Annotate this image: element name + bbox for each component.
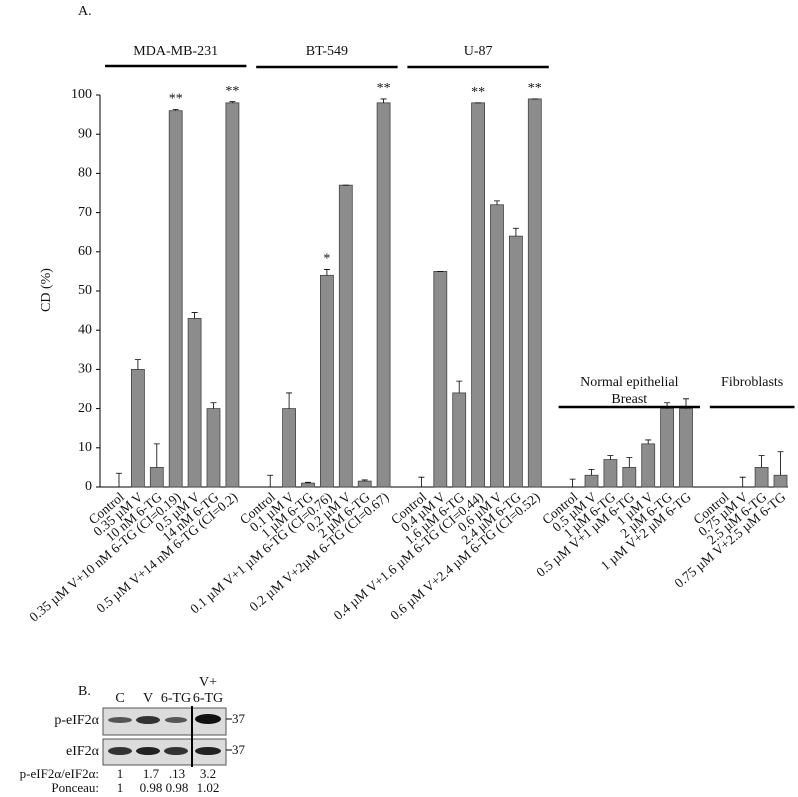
bar	[168, 110, 183, 488]
bar	[508, 235, 523, 488]
bar	[527, 98, 542, 488]
y-tick-label: 80	[78, 166, 92, 181]
group-label: BT-549	[306, 44, 348, 59]
panel-label: A.	[78, 4, 92, 19]
quant-value: 1	[117, 766, 124, 781]
bar	[319, 274, 334, 488]
bar	[206, 408, 221, 488]
y-tick-label: 60	[78, 244, 92, 259]
row-label: eIF2α	[66, 744, 100, 759]
error-bar	[758, 455, 765, 468]
bar	[773, 474, 788, 488]
error-bar	[512, 227, 519, 237]
bar	[622, 466, 637, 488]
significance-label: *	[323, 252, 330, 267]
bar	[660, 408, 674, 488]
group-label: Normal epithelial	[580, 375, 678, 390]
y-tick-label: 0	[85, 479, 92, 494]
significance-label: **	[377, 81, 391, 96]
blot-image	[102, 706, 227, 767]
bar	[584, 474, 599, 488]
quant-value: 3.2	[200, 766, 216, 781]
quant-label: p-eIF2α/eIF2α:	[20, 766, 99, 781]
column-label: 6-TG	[161, 691, 191, 706]
y-tick-label: 100	[71, 87, 92, 102]
significance-label: **	[169, 92, 183, 107]
error-bar	[134, 359, 141, 370]
error-bar	[607, 455, 614, 460]
quant-value: 1	[117, 780, 124, 795]
y-tick-label: 20	[78, 401, 92, 416]
quant-value: .13	[169, 766, 185, 781]
bar	[471, 102, 486, 488]
quant-value: 1.7	[143, 766, 160, 781]
error-bar	[267, 474, 274, 487]
error-bar	[626, 457, 633, 468]
quant-value: 0.98	[140, 780, 163, 795]
panel-label: B.	[78, 684, 91, 699]
error-bar	[361, 479, 368, 482]
bar	[452, 392, 467, 488]
error-bar	[191, 312, 198, 319]
column-label: V	[143, 691, 153, 706]
y-tick-label: 90	[78, 126, 92, 141]
bar	[130, 368, 145, 488]
bar	[433, 270, 448, 488]
group-label: MDA-MB-231	[133, 44, 218, 59]
error-bar	[305, 481, 311, 484]
group-label: U-87	[464, 44, 493, 59]
quant-value: 1.02	[197, 780, 220, 795]
error-bar	[569, 478, 576, 487]
bar	[679, 408, 693, 488]
error-bar	[229, 101, 236, 103]
group-label: Fibroblasts	[721, 375, 783, 390]
error-bar	[588, 468, 595, 476]
marker-label: 37	[232, 742, 246, 757]
error-bar	[210, 402, 217, 409]
bar	[225, 102, 240, 488]
significance-label: **	[528, 81, 542, 96]
error-bar	[380, 98, 387, 103]
row-label: p-eIF2α	[54, 713, 99, 728]
significance-label: **	[225, 84, 239, 99]
column-label: C	[115, 691, 124, 706]
bar	[490, 204, 504, 488]
quant-label: Ponceau:	[51, 780, 99, 795]
error-bar	[418, 476, 425, 487]
error-bar	[116, 472, 122, 487]
bar	[376, 102, 391, 488]
bar	[149, 466, 164, 488]
error-bar	[645, 439, 652, 444]
y-tick-label: 10	[78, 440, 92, 455]
bar	[338, 184, 353, 488]
bar	[187, 318, 202, 488]
error-bar	[286, 392, 293, 409]
error-bar	[456, 380, 463, 393]
error-bar	[153, 443, 160, 468]
error-bar	[777, 451, 784, 476]
error-bar	[172, 109, 179, 111]
bar	[641, 443, 656, 488]
bar	[282, 408, 297, 488]
bar	[603, 459, 618, 488]
marker-label: 37	[232, 711, 246, 726]
bar	[754, 466, 769, 488]
column-label: 6-TG	[193, 691, 223, 706]
column-label: V+	[199, 675, 217, 690]
y-axis-label: CD (%)	[39, 268, 54, 312]
y-tick-label: 50	[78, 283, 92, 298]
significance-label: **	[471, 85, 485, 100]
y-tick-label: 40	[78, 322, 92, 337]
error-bar	[323, 269, 330, 276]
error-bar	[739, 476, 746, 487]
bar	[301, 482, 315, 488]
group-label: Breast	[611, 392, 647, 407]
error-bar	[494, 200, 500, 205]
quant-value: 0.98	[166, 780, 189, 795]
y-tick-label: 30	[78, 362, 92, 377]
bar	[357, 480, 372, 488]
y-tick-label: 70	[78, 205, 92, 220]
